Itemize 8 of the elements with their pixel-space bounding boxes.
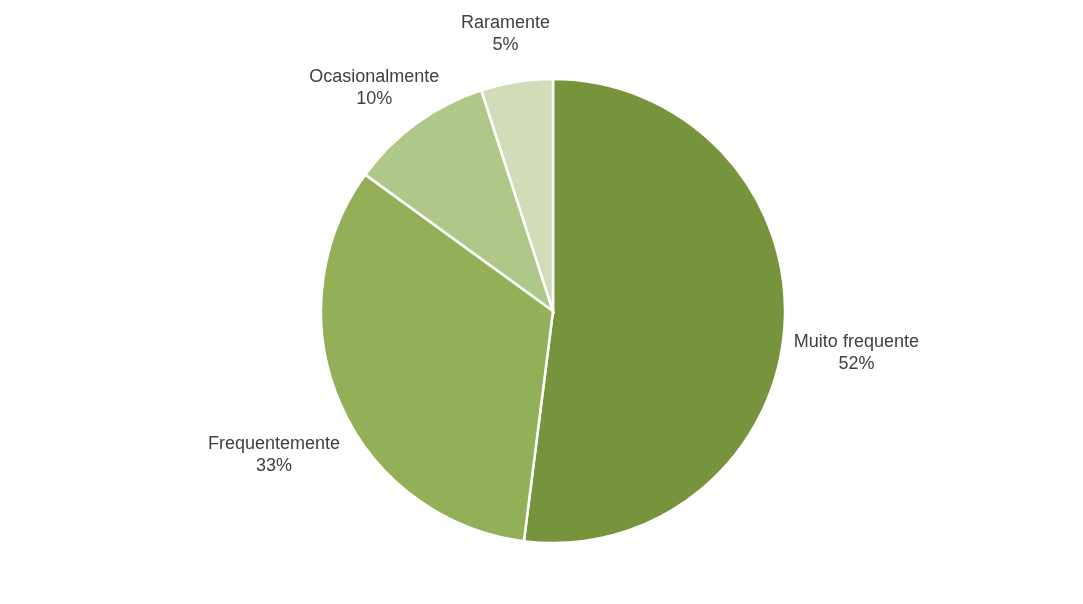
slice-label: Muito frequente xyxy=(793,331,919,352)
data-label: 10% xyxy=(356,88,393,109)
slice-label: Raramente xyxy=(460,11,550,32)
data-label: 52% xyxy=(838,353,875,374)
data-label: 5% xyxy=(492,33,519,54)
slice-label: Frequentemente xyxy=(207,432,341,453)
data-label: 33% xyxy=(255,454,293,475)
slice-label: Ocasionalmente xyxy=(309,66,440,87)
